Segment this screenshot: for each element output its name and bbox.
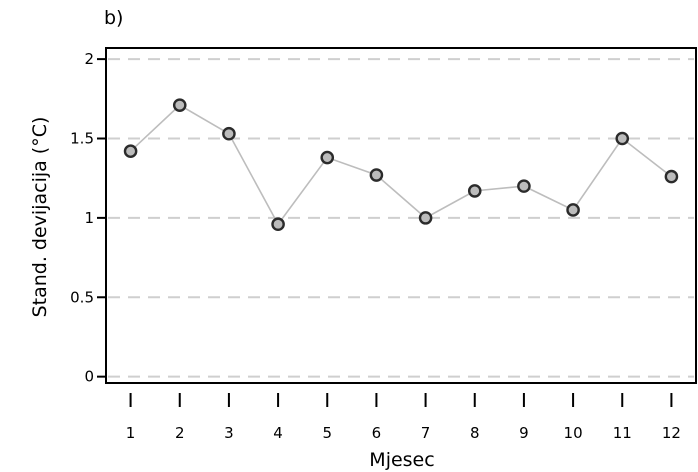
- data-point: [369, 168, 384, 182]
- gridlines: [108, 58, 694, 378]
- x-tick-label: 8: [470, 424, 480, 442]
- y-axis: 0 0.5 1 1.5 2: [70, 50, 106, 386]
- data-point: [566, 203, 580, 217]
- x-tick-label: 7: [421, 424, 431, 442]
- y-tick-label: 0: [84, 368, 94, 386]
- data-point: [664, 169, 679, 184]
- x-tick-label: 6: [372, 424, 382, 442]
- data-point: [123, 144, 138, 158]
- x-tick-label: 2: [175, 424, 185, 442]
- data-point: [615, 131, 630, 146]
- data-point: [320, 150, 335, 165]
- x-axis-title: Mjesec: [369, 449, 434, 471]
- x-tick-label: 5: [322, 424, 332, 442]
- y-tick-label: 0.5: [70, 288, 94, 306]
- x-tick-label: 3: [224, 424, 234, 442]
- series-line: [130, 104, 672, 226]
- y-tick-label: 1.5: [70, 129, 94, 147]
- data-point: [517, 179, 531, 193]
- x-tick-label: 10: [564, 424, 583, 442]
- x-tick-label: 11: [613, 424, 632, 442]
- data-point: [418, 211, 433, 225]
- x-tick-label: 1: [126, 424, 136, 442]
- x-tick-label: 9: [519, 424, 529, 442]
- data-point: [172, 98, 187, 112]
- data-point: [271, 217, 285, 232]
- panel-label: b): [104, 7, 123, 29]
- data-point: [222, 126, 236, 141]
- y-tick-label: 1: [84, 209, 94, 227]
- x-tick-label: 12: [662, 424, 681, 442]
- x-axis: 1 2 3 4 5 6 7 8 9 10 11 12: [126, 393, 681, 442]
- x-tick-label: 4: [273, 424, 283, 442]
- data-points: [123, 98, 679, 232]
- series-line-group: [130, 104, 672, 226]
- y-tick-label: 2: [84, 50, 94, 68]
- data-point: [467, 184, 482, 198]
- y-axis-title: Stand. devijacija (°C): [29, 117, 51, 318]
- plot-frame: [105, 47, 697, 384]
